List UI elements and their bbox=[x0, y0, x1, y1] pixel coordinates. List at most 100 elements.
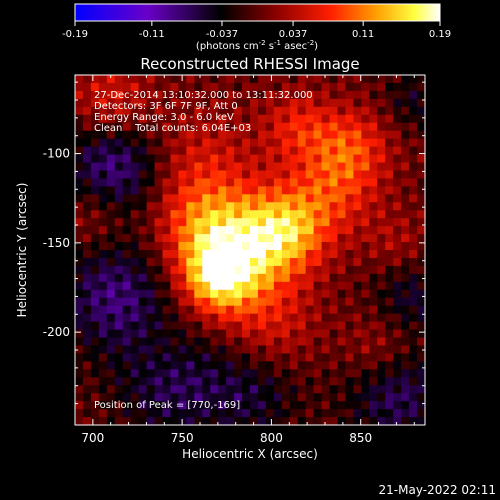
heatmap-cell bbox=[194, 417, 203, 425]
heatmap-cell bbox=[178, 313, 187, 323]
heatmap-cell bbox=[98, 114, 108, 124]
heatmap-cell bbox=[154, 257, 163, 267]
heatmap-cell bbox=[90, 281, 100, 291]
heatmap-cell bbox=[138, 162, 148, 171]
heatmap-cell bbox=[82, 265, 92, 275]
heatmap-cell bbox=[321, 305, 331, 315]
heatmap-cell bbox=[130, 281, 140, 291]
heatmap-cell bbox=[90, 146, 100, 156]
heatmap-cell bbox=[313, 114, 323, 124]
heatmap-cell bbox=[242, 345, 251, 354]
heatmap-cell bbox=[361, 305, 370, 315]
heatmap-cell bbox=[170, 337, 179, 346]
heatmap-cell bbox=[162, 369, 171, 378]
heatmap-cell bbox=[329, 401, 338, 410]
heatmap-cell bbox=[90, 401, 100, 410]
heatmap-cell bbox=[234, 409, 243, 418]
heatmap-cell bbox=[114, 369, 124, 378]
heatmap-cell bbox=[98, 313, 108, 323]
heatmap-cell bbox=[369, 146, 378, 156]
heatmap-cell bbox=[138, 210, 148, 219]
heatmap-cell bbox=[242, 321, 251, 331]
heatmap-cell bbox=[106, 289, 116, 299]
heatmap-cell bbox=[186, 321, 195, 331]
heatmap-cell bbox=[393, 226, 402, 235]
heatmap-cell bbox=[337, 369, 346, 378]
heatmap-cell bbox=[265, 114, 275, 124]
heatmap-cell bbox=[281, 210, 291, 219]
y-axis-label: Heliocentric Y (arcsec) bbox=[15, 183, 29, 318]
heatmap-cell bbox=[337, 154, 346, 163]
heatmap-cell bbox=[273, 138, 283, 148]
heatmap-cell bbox=[417, 265, 425, 275]
heatmap-cell bbox=[250, 162, 259, 171]
heatmap-cell bbox=[321, 106, 331, 116]
heatmap-cell bbox=[250, 170, 259, 179]
heatmap-cell bbox=[393, 337, 402, 346]
heatmap-cell bbox=[82, 329, 92, 338]
heatmap-cell bbox=[345, 82, 354, 92]
heatmap-cell bbox=[114, 385, 124, 394]
heatmap-cell bbox=[226, 210, 235, 219]
heatmap-cell bbox=[305, 401, 315, 410]
heatmap-cell bbox=[305, 122, 315, 132]
heatmap-cell bbox=[202, 138, 211, 148]
heatmap-cell bbox=[345, 154, 354, 163]
heatmap-cell bbox=[242, 393, 251, 402]
heatmap-cell bbox=[210, 218, 219, 227]
heatmap-cell bbox=[257, 345, 267, 354]
heatmap-cell bbox=[345, 194, 354, 203]
heatmap-cell bbox=[146, 401, 156, 410]
heatmap-cell bbox=[329, 114, 338, 124]
heatmap-cell bbox=[170, 273, 179, 283]
heatmap-cell bbox=[409, 250, 418, 259]
heatmap-cell bbox=[226, 234, 235, 243]
heatmap-cell bbox=[385, 273, 394, 283]
heatmap-cell bbox=[289, 226, 299, 235]
heatmap-cell bbox=[90, 250, 100, 259]
heatmap-cell bbox=[417, 146, 425, 156]
heatmap-cell bbox=[361, 138, 370, 148]
heatmap-cell bbox=[250, 130, 259, 140]
heatmap-cell bbox=[170, 377, 179, 386]
heatmap-cell bbox=[210, 146, 219, 156]
heatmap-cell bbox=[170, 393, 179, 402]
heatmap-cell bbox=[210, 377, 219, 386]
heatmap-cell bbox=[186, 122, 195, 132]
heatmap-cell bbox=[250, 242, 259, 251]
heatmap-cell bbox=[297, 345, 307, 354]
heatmap-cell bbox=[210, 409, 219, 418]
heatmap-cell bbox=[377, 242, 386, 251]
heatmap-cell bbox=[90, 393, 100, 402]
heatmap-cell bbox=[329, 226, 338, 235]
heatmap-cell bbox=[385, 289, 394, 299]
heatmap-cell bbox=[122, 186, 132, 195]
heatmap-cell bbox=[385, 250, 394, 259]
heatmap-cell bbox=[353, 289, 362, 299]
heatmap-cell bbox=[417, 401, 425, 410]
heatmap-cell bbox=[194, 337, 203, 346]
heatmap-cell bbox=[162, 417, 171, 425]
heatmap-cell bbox=[98, 106, 108, 116]
heatmap-cell bbox=[106, 353, 116, 362]
heatmap-cell bbox=[106, 194, 116, 203]
heatmap-cell bbox=[385, 257, 394, 267]
heatmap-cell bbox=[75, 122, 84, 132]
heatmap-cell bbox=[321, 162, 331, 171]
heatmap-cell bbox=[257, 250, 267, 259]
heatmap-cell bbox=[146, 321, 156, 331]
heatmap-cell bbox=[130, 130, 140, 140]
heatmap-cell bbox=[250, 265, 259, 275]
heatmap-cell bbox=[297, 178, 307, 187]
heatmap-cell bbox=[409, 138, 418, 148]
heatmap-cell bbox=[377, 106, 386, 116]
heatmap-cell bbox=[98, 186, 108, 195]
heatmap-cell bbox=[257, 75, 267, 84]
heatmap-cell bbox=[321, 377, 331, 386]
heatmap-cell bbox=[146, 218, 156, 227]
heatmap-cell bbox=[377, 202, 386, 211]
heatmap-cell bbox=[75, 361, 84, 370]
heatmap-cell bbox=[265, 146, 275, 156]
heatmap-cell bbox=[321, 130, 331, 140]
heatmap-cell bbox=[281, 305, 291, 315]
